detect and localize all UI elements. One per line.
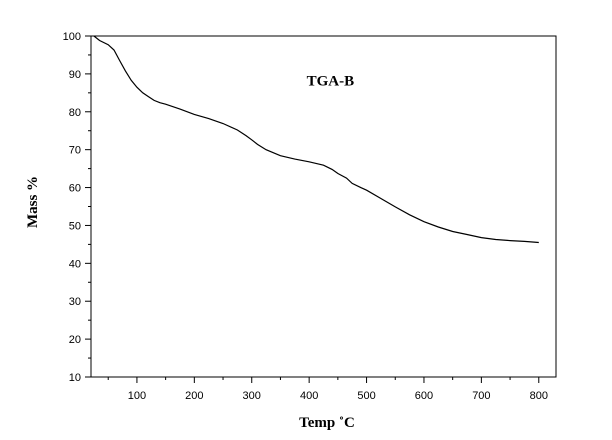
y-axis-ticks: 10 20 30 40 50 60 70 80 90 100 [63, 31, 91, 384]
x-tick-label: 600 [415, 390, 433, 402]
x-tick-label: 800 [530, 390, 548, 402]
y-tick-label: 40 [69, 258, 81, 270]
x-axis-ticks: 100 200 300 400 500 600 700 800 [107, 377, 548, 402]
y-tick-label: 90 [69, 69, 81, 81]
mass-curve [93, 35, 539, 244]
y-tick-label: 80 [69, 107, 81, 119]
y-axis-title: Mass % [25, 176, 41, 228]
x-tick-label: 200 [185, 390, 203, 402]
annotation-label: TGA-B [307, 73, 355, 89]
x-tick-label: 400 [300, 390, 318, 402]
y-tick-label: 30 [69, 296, 81, 308]
x-tick-label: 100 [128, 390, 146, 402]
y-tick-label: 50 [69, 220, 81, 232]
x-axis-title: Temp ˚C [299, 415, 355, 431]
y-tick-label: 60 [69, 183, 81, 195]
y-tick-label: 10 [69, 372, 81, 384]
y-tick-label: 20 [69, 334, 81, 346]
y-tick-label: 100 [63, 31, 81, 43]
x-tick-label: 700 [472, 390, 490, 402]
y-tick-label: 70 [69, 145, 81, 157]
x-tick-label: 500 [357, 390, 375, 402]
x-tick-label: 300 [243, 390, 261, 402]
